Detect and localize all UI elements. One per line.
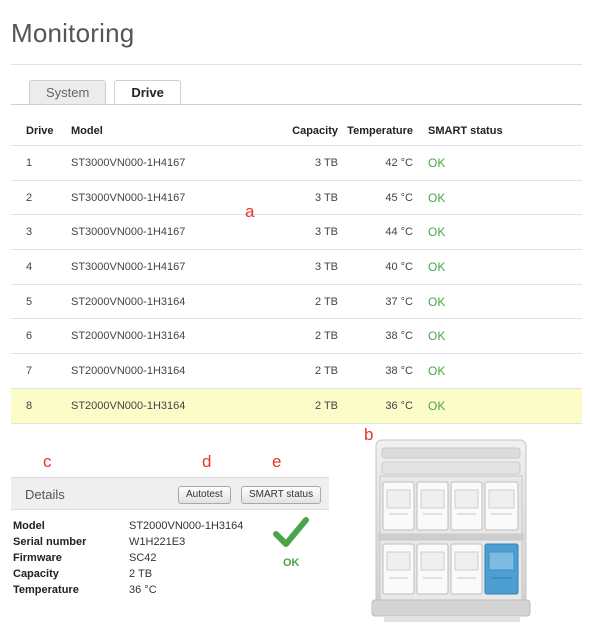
tab-divider [11, 104, 582, 105]
cell-temperature: 38 °C [385, 330, 413, 343]
cell-model: ST2000VN000-1H3164 [71, 399, 186, 412]
cell-drive: 7 [26, 364, 33, 377]
cell-smart-status: OK [428, 190, 446, 205]
header-model[interactable]: Model [71, 125, 103, 137]
tab-drive[interactable]: Drive [114, 80, 181, 105]
smart-status-button[interactable]: SMART status [241, 486, 322, 504]
cell-temperature: 42 °C [385, 156, 413, 169]
table-row[interactable]: 4 ST3000VN000-1H4167 3 TB 40 °C OK [11, 250, 582, 285]
tab-bar: System Drive [29, 80, 189, 105]
table-row[interactable]: 2 ST3000VN000-1H4167 3 TB 45 °C OK [11, 181, 582, 216]
cell-model: ST3000VN000-1H4167 [71, 260, 186, 273]
cell-capacity: 3 TB [314, 156, 338, 169]
header-temperature[interactable]: Temperature [347, 125, 413, 137]
property-row: Capacity 2 TB [13, 566, 263, 582]
cell-drive: 1 [26, 156, 33, 169]
cell-model: ST2000VN000-1H3164 [71, 364, 186, 377]
cell-drive: 8 [26, 399, 33, 412]
property-row: Serial number W1H221E3 [13, 534, 263, 550]
property-label: Capacity [13, 568, 59, 580]
page-title: Monitoring [11, 18, 135, 48]
cell-model: ST2000VN000-1H3164 [71, 295, 186, 308]
property-row: Temperature 36 °C [13, 582, 263, 598]
cell-model: ST3000VN000-1H4167 [71, 191, 186, 204]
property-value: SC42 [129, 552, 157, 564]
cell-drive: 2 [26, 191, 33, 204]
cell-smart-status: OK [428, 259, 446, 274]
drive-bay-top-row [382, 481, 519, 531]
cell-smart-status: OK [428, 329, 446, 344]
cell-temperature: 37 °C [385, 295, 413, 308]
cell-temperature: 44 °C [385, 226, 413, 239]
annotation-a: a [245, 202, 255, 221]
drive-properties: Model ST2000VN000-1H3164 Serial number W… [13, 518, 263, 598]
annotation-d: d [202, 452, 212, 471]
cell-temperature: 36 °C [385, 399, 413, 412]
cell-capacity: 2 TB [314, 330, 338, 343]
details-header: Details Autotest SMART status [11, 477, 329, 510]
cell-smart-status: OK [428, 225, 446, 240]
cell-smart-status: OK [428, 294, 446, 309]
nas-enclosure-image [371, 439, 531, 622]
title-divider [11, 64, 582, 65]
details-title: Details [25, 487, 65, 502]
cell-smart-status: OK [428, 155, 446, 170]
checkmark-icon [273, 517, 309, 547]
cell-model: ST3000VN000-1H4167 [71, 226, 186, 239]
drive-bay-bottom-row [382, 543, 519, 595]
property-value: 36 °C [129, 584, 157, 596]
annotation-e: e [272, 452, 282, 471]
cell-drive: 4 [26, 260, 33, 273]
cell-drive: 3 [26, 226, 33, 239]
cell-temperature: 38 °C [385, 364, 413, 377]
property-label: Model [13, 520, 45, 532]
property-value: W1H221E3 [129, 536, 186, 548]
header-capacity[interactable]: Capacity [292, 125, 338, 137]
cell-drive: 5 [26, 295, 33, 308]
cell-capacity: 2 TB [314, 364, 338, 377]
cell-capacity: 2 TB [314, 295, 338, 308]
cell-model: ST2000VN000-1H3164 [71, 330, 186, 343]
cell-smart-status: OK [428, 398, 446, 413]
autotest-button[interactable]: Autotest [178, 486, 231, 504]
property-label: Temperature [13, 584, 79, 596]
header-drive[interactable]: Drive [26, 125, 54, 137]
table-row[interactable]: 6 ST2000VN000-1H3164 2 TB 38 °C OK [11, 319, 582, 355]
drive-table: Drive Model Capacity Temperature SMART s… [11, 116, 582, 424]
smart-ok-label: OK [283, 557, 300, 569]
property-row: Model ST2000VN000-1H3164 [13, 518, 263, 534]
table-row[interactable]: 1 ST3000VN000-1H4167 3 TB 42 °C OK [11, 146, 582, 181]
header-smart-status[interactable]: SMART status [428, 125, 503, 137]
cell-smart-status: OK [428, 363, 446, 378]
cell-capacity: 3 TB [314, 260, 338, 273]
cell-capacity: 2 TB [314, 399, 338, 412]
tab-system[interactable]: System [29, 80, 107, 104]
table-row-selected[interactable]: 8 ST2000VN000-1H3164 2 TB 36 °C OK [11, 388, 582, 424]
property-label: Serial number [13, 536, 87, 548]
table-row[interactable]: 3 ST3000VN000-1H4167 3 TB 44 °C OK [11, 215, 582, 251]
table-header: Drive Model Capacity Temperature SMART s… [11, 116, 582, 146]
table-row[interactable]: 7 ST2000VN000-1H3164 2 TB 38 °C OK [11, 354, 582, 389]
annotation-b: b [364, 425, 374, 444]
property-label: Firmware [13, 552, 62, 564]
property-value: 2 TB [129, 568, 153, 580]
cell-temperature: 45 °C [385, 191, 413, 204]
annotation-c: c [43, 452, 52, 471]
cell-capacity: 3 TB [314, 226, 338, 239]
property-value: ST2000VN000-1H3164 [129, 520, 244, 532]
property-row: Firmware SC42 [13, 550, 263, 566]
cell-capacity: 3 TB [314, 191, 338, 204]
cell-model: ST3000VN000-1H4167 [71, 156, 186, 169]
cell-drive: 6 [26, 330, 33, 343]
table-row[interactable]: 5 ST2000VN000-1H3164 2 TB 37 °C OK [11, 285, 582, 320]
cell-temperature: 40 °C [385, 260, 413, 273]
